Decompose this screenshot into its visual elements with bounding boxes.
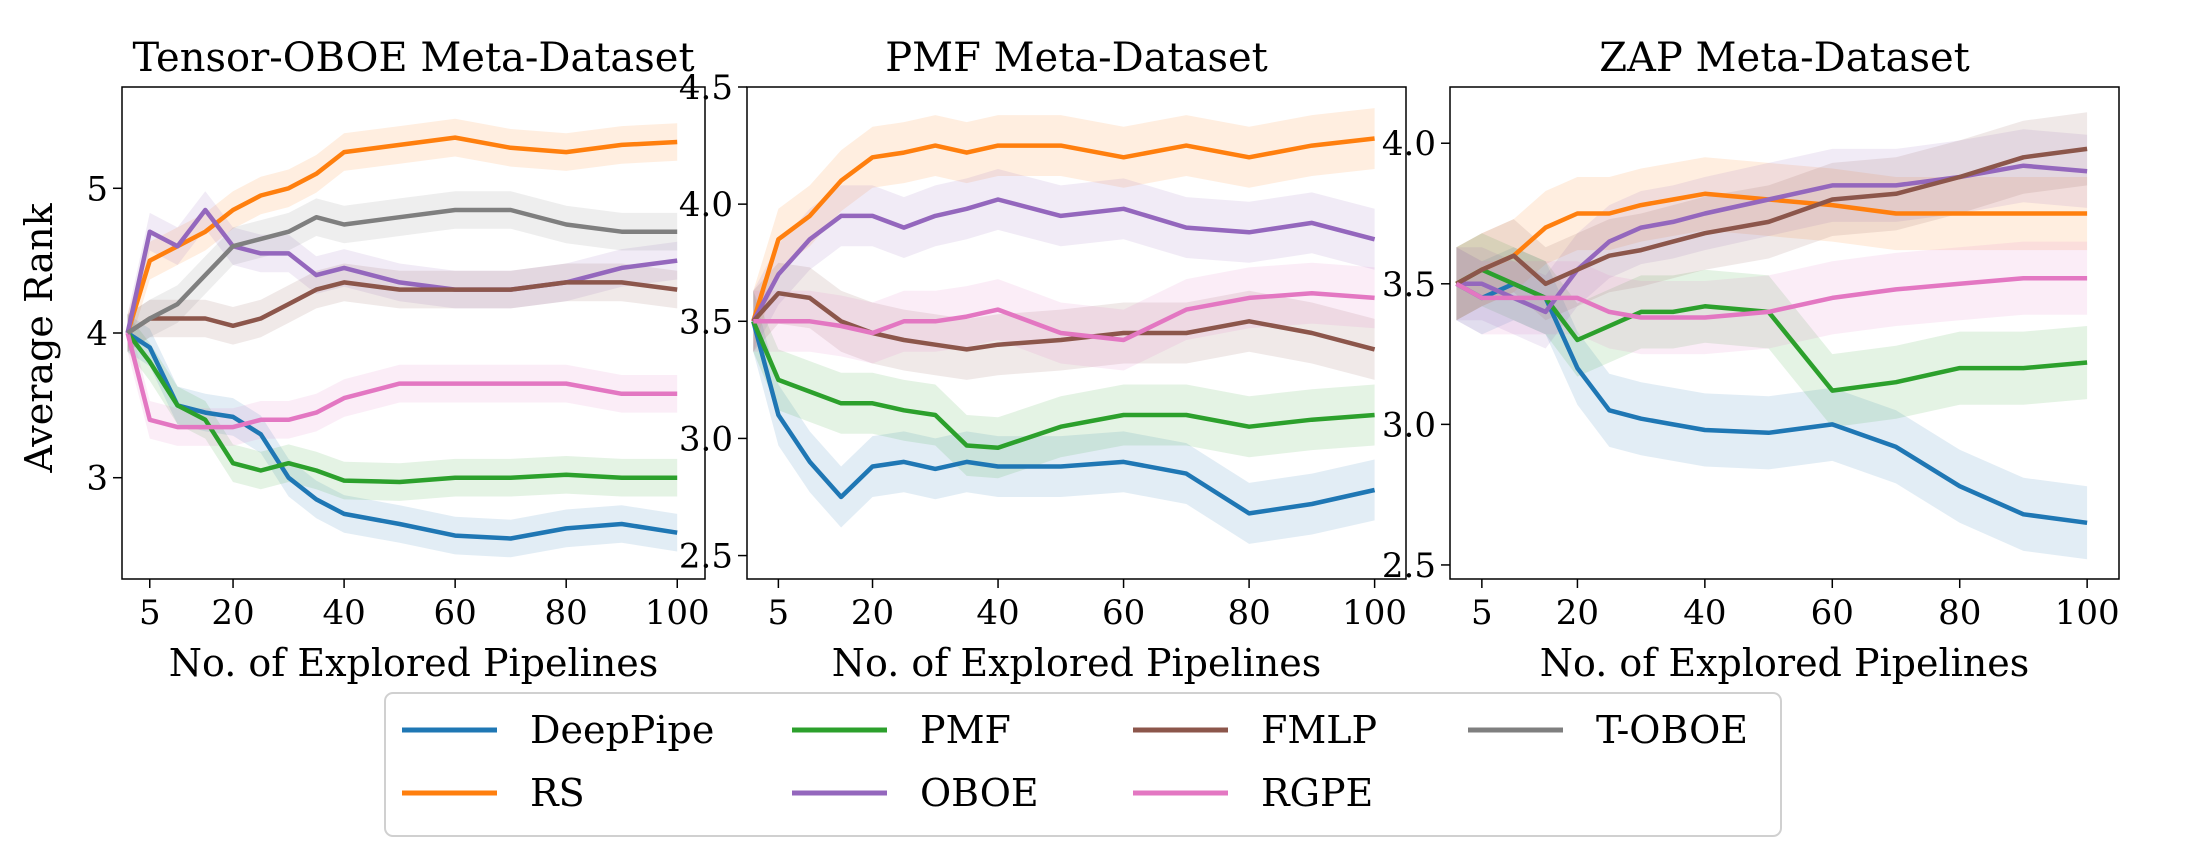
band-rs bbox=[1456, 157, 2088, 321]
x-tick-label: 5 bbox=[139, 593, 161, 633]
legend-label-deeppipe: DeepPipe bbox=[530, 708, 714, 752]
y-tick-label: 4.0 bbox=[679, 185, 733, 225]
x-tick-label: 100 bbox=[2055, 593, 2120, 633]
legend-item-oboe: OBOE bbox=[792, 771, 1039, 815]
series-line-pmf bbox=[1455, 267, 2088, 393]
chart-panel-zap: ZAP Meta-Dataset 5 20 40 60 80 100 2.5 3.0 3.5 4.0… bbox=[1382, 35, 2120, 685]
series-line-pmf bbox=[751, 320, 1375, 451]
y-tick-label: 4.5 bbox=[679, 68, 733, 108]
plot-area bbox=[1455, 112, 2088, 560]
chart-title: Tensor-OBOE Meta-Dataset bbox=[132, 35, 694, 81]
legend-label-rs: RS bbox=[530, 771, 585, 815]
band-fmlp bbox=[753, 262, 1375, 380]
plot-area bbox=[125, 118, 678, 558]
x-tick-label: 5 bbox=[768, 593, 790, 633]
y-tick-label: 3.0 bbox=[1382, 405, 1436, 445]
band-t-oboe bbox=[127, 191, 678, 352]
x-tick-label: 60 bbox=[1102, 593, 1145, 633]
series-line-fmlp bbox=[1455, 146, 2088, 287]
x-tick-label: 100 bbox=[645, 593, 710, 633]
series-line-rs bbox=[125, 135, 678, 334]
series-line-rgpe bbox=[125, 332, 678, 430]
legend-item-rgpe: RGPE bbox=[1133, 771, 1373, 815]
series-line-fmlp bbox=[126, 280, 678, 335]
y-tick-label: 3.5 bbox=[679, 302, 733, 342]
y-tick-label: 2.5 bbox=[679, 537, 733, 577]
y-tick-label: 2.5 bbox=[1382, 546, 1436, 586]
y-tick-label: 3 bbox=[86, 459, 108, 499]
series-line-oboe bbox=[1456, 163, 2088, 315]
legend-item-t-oboe: T-OBOE bbox=[1468, 708, 1748, 752]
series-line-fmlp bbox=[751, 290, 1376, 352]
x-tick-label: 40 bbox=[322, 593, 365, 633]
band-pmf bbox=[127, 314, 678, 501]
series-line-rs bbox=[751, 136, 1375, 322]
band-rgpe bbox=[127, 314, 678, 446]
band-pmf bbox=[753, 290, 1375, 479]
y-tick-label: 3.5 bbox=[1382, 265, 1436, 305]
band-deeppipe bbox=[127, 314, 678, 558]
series-line-t-oboe bbox=[126, 207, 678, 335]
series-line-rgpe bbox=[753, 290, 1375, 343]
band-deeppipe bbox=[1456, 247, 2088, 560]
y-tick-label: 5 bbox=[86, 169, 108, 209]
legend-item-fmlp: FMLP bbox=[1133, 708, 1377, 752]
legend-label-oboe: OBOE bbox=[920, 771, 1039, 815]
series-line-rs bbox=[1455, 191, 2088, 286]
legend-label-pmf: PMF bbox=[920, 708, 1011, 752]
x-tick-label: 80 bbox=[545, 593, 588, 633]
x-tick-label: 80 bbox=[1227, 593, 1270, 633]
band-rgpe bbox=[753, 262, 1375, 371]
y-tick-label: 4.0 bbox=[1382, 124, 1436, 164]
band-oboe bbox=[127, 191, 678, 352]
x-tick-label: 60 bbox=[1811, 593, 1854, 633]
plot-area bbox=[751, 108, 1376, 544]
legend-label-fmlp: FMLP bbox=[1261, 708, 1377, 752]
legend-item-deeppipe: DeepPipe bbox=[402, 708, 714, 752]
y-tick-label: 3.0 bbox=[679, 419, 733, 459]
legend-item-pmf: PMF bbox=[792, 708, 1011, 752]
x-tick-label: 5 bbox=[1471, 593, 1493, 633]
x-tick-label: 100 bbox=[1342, 593, 1407, 633]
band-oboe bbox=[753, 169, 1375, 352]
series-line-oboe bbox=[751, 197, 1376, 323]
x-tick-label: 40 bbox=[1683, 593, 1726, 633]
band-rs bbox=[127, 118, 678, 352]
axes-frame bbox=[1449, 86, 2120, 580]
series-line-deeppipe bbox=[751, 320, 1376, 516]
band-pmf bbox=[1456, 233, 2088, 428]
series-line-rgpe bbox=[1455, 275, 2088, 320]
y-axis-label: Average Rank bbox=[17, 202, 61, 473]
chart-title: ZAP Meta-Dataset bbox=[1599, 35, 1970, 81]
band-rs bbox=[753, 108, 1375, 352]
x-tick-label: 20 bbox=[851, 593, 894, 633]
axes-frame bbox=[746, 86, 1407, 580]
x-axis-label: No. of Explored Pipelines bbox=[169, 641, 659, 685]
y-tick-label: 4 bbox=[86, 314, 108, 354]
band-deeppipe bbox=[753, 290, 1375, 544]
legend: DeepPipe RS PMF OBOE FMLP RGPE T-OBOE bbox=[384, 692, 1782, 837]
x-axis-label: No. of Explored Pipelines bbox=[832, 641, 1322, 685]
x-tick-label: 20 bbox=[211, 593, 254, 633]
legend-item-rs: RS bbox=[402, 771, 585, 815]
x-axis-label: No. of Explored Pipelines bbox=[1540, 641, 2030, 685]
legend-label-rgpe: RGPE bbox=[1261, 771, 1373, 815]
x-tick-label: 80 bbox=[1938, 593, 1981, 633]
x-tick-label: 40 bbox=[976, 593, 1019, 633]
legend-label-t-oboe: T-OBOE bbox=[1596, 708, 1748, 752]
x-tick-label: 60 bbox=[434, 593, 477, 633]
legend-box bbox=[384, 692, 1782, 837]
chart-title: PMF Meta-Dataset bbox=[885, 35, 1268, 81]
series-line-pmf bbox=[125, 331, 678, 485]
chart-panel-pmf: PMF Meta-Dataset 5 20 40 60 80 100 2.5 3.0 3.5 4.0… bbox=[679, 35, 1407, 685]
band-fmlp bbox=[1456, 112, 2088, 321]
x-tick-label: 20 bbox=[1556, 593, 1599, 633]
